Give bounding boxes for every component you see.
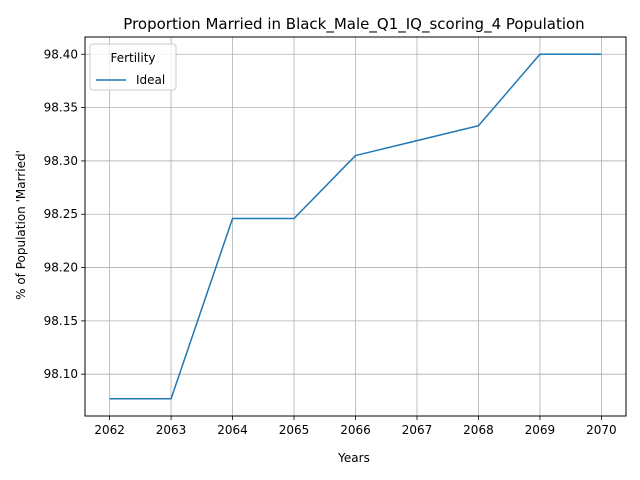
x-tick-label: 2064 [217, 423, 248, 437]
x-tick-label: 2069 [525, 423, 556, 437]
y-tick-label: 98.40 [44, 47, 78, 61]
x-tick-label: 2068 [463, 423, 494, 437]
grid-lines [85, 37, 626, 416]
y-tick-label: 98.25 [44, 207, 78, 221]
axis-ticks: 2062 2063 2064 2065 2066 2067 2068 2069 2070 98.1… [44, 47, 617, 437]
y-tick-label: 98.35 [44, 101, 78, 115]
x-tick-label: 2067 [402, 423, 433, 437]
y-tick-label: 98.20 [44, 261, 78, 275]
y-tick-label: 98.30 [44, 154, 78, 168]
x-tick-label: 2070 [586, 423, 617, 437]
legend-box [89, 43, 177, 91]
y-axis-label: % of Population 'Married' [14, 150, 28, 300]
legend: Fertility Ideal [89, 43, 177, 91]
x-tick-label: 2063 [156, 423, 187, 437]
legend-label-ideal: Ideal [136, 73, 165, 87]
x-tick-label: 2065 [279, 423, 310, 437]
series-line-ideal [109, 53, 602, 400]
x-tick-label: 2066 [340, 423, 371, 437]
x-axis-label: Years [337, 451, 370, 465]
series-layer [109, 53, 602, 400]
y-tick-label: 98.10 [44, 367, 78, 381]
y-tick-label: 98.15 [44, 314, 78, 328]
x-tick-label: 2062 [94, 423, 125, 437]
legend-title: Fertility [110, 51, 155, 65]
chart-title: Proportion Married in Black_Male_Q1_IQ_s… [123, 15, 584, 34]
